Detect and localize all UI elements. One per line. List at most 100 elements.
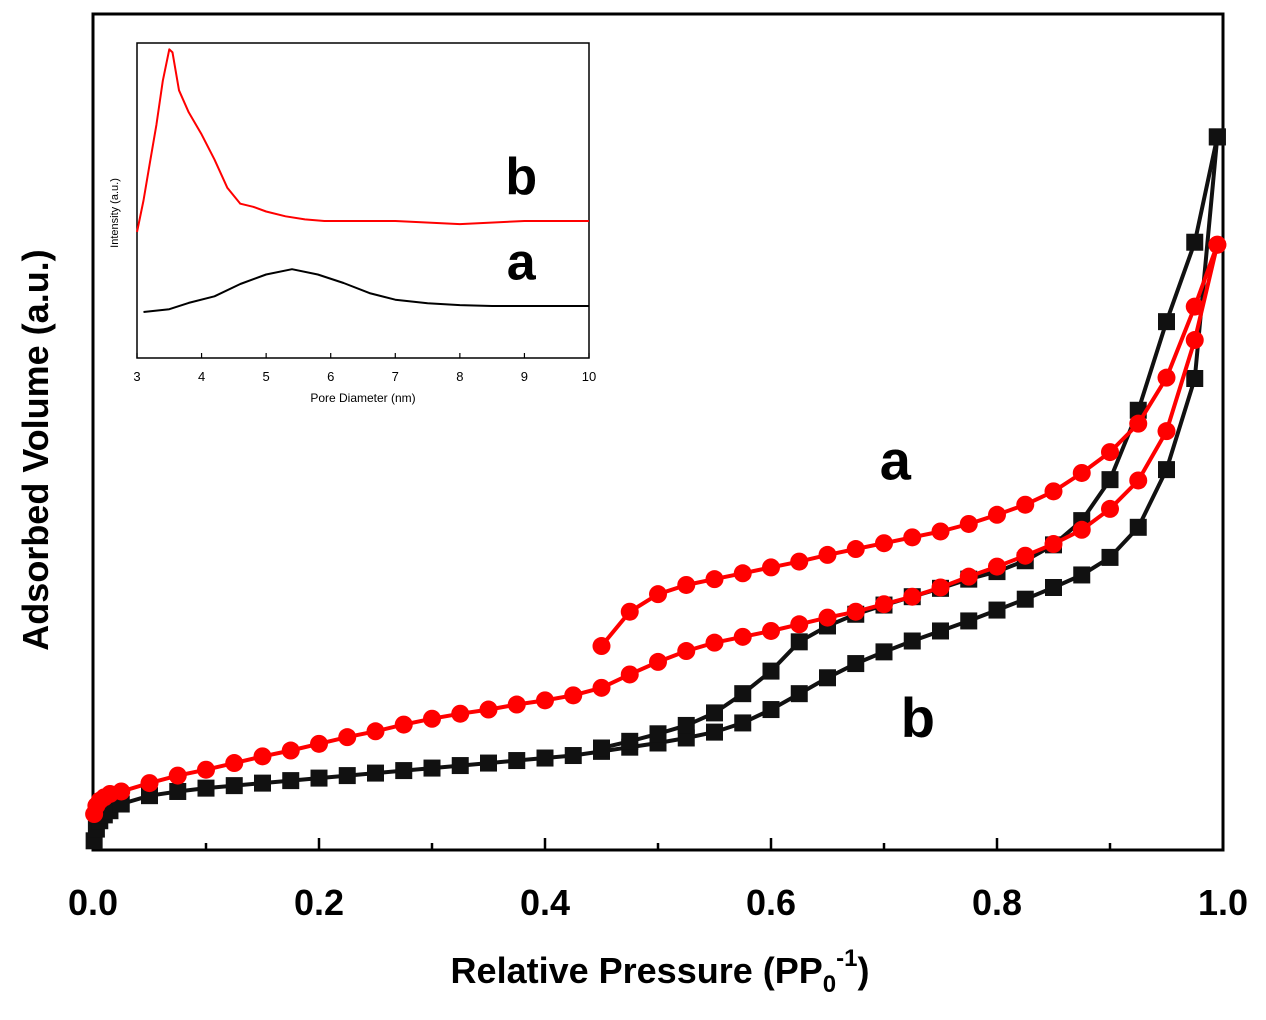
series-a-point bbox=[846, 602, 865, 621]
series-b-point bbox=[169, 782, 187, 800]
series-a-point bbox=[1016, 495, 1035, 514]
series-b-point bbox=[706, 704, 723, 722]
series-a-point bbox=[762, 621, 780, 640]
series-a-point bbox=[762, 558, 780, 577]
inset-series-a-line bbox=[143, 268, 589, 313]
series-b-point bbox=[875, 643, 893, 661]
series-a-point bbox=[790, 615, 809, 634]
series-a-point bbox=[366, 722, 385, 741]
series-a-point bbox=[140, 774, 159, 793]
series-b-point bbox=[197, 779, 215, 797]
inset-pore-size-chart: 3 4 5 6 7 8 9 10 Pore Diameter (nm) Intensity (a.… bbox=[109, 39, 596, 405]
x-tick-label: 0.2 bbox=[294, 882, 344, 923]
series-a-point bbox=[536, 691, 554, 710]
series-b-point bbox=[451, 757, 469, 775]
series-b-point bbox=[1016, 590, 1034, 608]
series-b-point bbox=[1186, 233, 1204, 251]
series-b-point bbox=[988, 601, 1006, 619]
series-b-point bbox=[819, 669, 836, 687]
series-b-point bbox=[282, 772, 300, 790]
series-b-point bbox=[790, 633, 808, 651]
x-tick-label: 0.4 bbox=[520, 882, 570, 923]
x-axis-label-close: ) bbox=[857, 950, 869, 991]
series-a-point bbox=[959, 567, 978, 586]
inset-x-tick-label: 6 bbox=[327, 369, 334, 384]
series-a-point bbox=[1044, 482, 1063, 501]
series-a-point bbox=[1101, 443, 1119, 462]
series-b-point bbox=[762, 662, 780, 680]
series-a-point bbox=[1129, 471, 1148, 490]
series-a-point bbox=[733, 627, 752, 646]
series-a-point bbox=[394, 715, 413, 734]
series-a-point bbox=[451, 704, 470, 723]
series-b-point bbox=[1045, 578, 1062, 596]
series-a-point bbox=[225, 754, 244, 773]
series-a-point bbox=[903, 587, 922, 606]
inset-x-tick-label: 5 bbox=[263, 369, 270, 384]
series-a-point bbox=[846, 540, 865, 559]
inset-background bbox=[133, 39, 593, 362]
series-b-point bbox=[1158, 461, 1175, 479]
series-a-group bbox=[85, 235, 1227, 824]
series-a-point bbox=[790, 552, 809, 571]
inset-x-tick-label: 10 bbox=[582, 369, 596, 384]
series-a-point bbox=[592, 637, 611, 656]
series-b-point bbox=[621, 732, 639, 750]
series-a-point bbox=[649, 585, 667, 604]
series-a-point bbox=[988, 557, 1006, 576]
y-axis-label: Adsorbed Volume (a.u.) bbox=[15, 249, 56, 650]
inset-y-axis-label: Intensity (a.u.) bbox=[109, 178, 121, 248]
series-b-point bbox=[564, 747, 582, 765]
series-b-point bbox=[480, 754, 497, 772]
series-a-point bbox=[592, 678, 611, 697]
series-b-point bbox=[141, 787, 158, 805]
series-b-point bbox=[536, 749, 554, 767]
series-a-point bbox=[1157, 368, 1176, 387]
series-a-point bbox=[1129, 414, 1148, 433]
x-axis-label-main: Relative Pressure (PP bbox=[451, 950, 823, 991]
series-b-point bbox=[847, 655, 865, 673]
x-axis-label: Relative Pressure (PP0-1) bbox=[451, 945, 870, 998]
series-a-point bbox=[1101, 499, 1119, 518]
series-a-point bbox=[677, 642, 696, 661]
inset-x-tick-label: 4 bbox=[198, 369, 205, 384]
series-a-point bbox=[705, 633, 724, 652]
series-a-point bbox=[818, 608, 837, 627]
series-a-point bbox=[988, 505, 1006, 524]
series-a-point bbox=[564, 686, 583, 705]
series-a-point bbox=[1157, 422, 1176, 441]
series-a-point bbox=[310, 734, 328, 753]
inset-x-tick-label: 3 bbox=[133, 369, 140, 384]
series-a-point bbox=[733, 564, 752, 583]
series-a-point bbox=[875, 534, 893, 553]
inset-x-axis-label: Pore Diameter (nm) bbox=[310, 391, 415, 405]
series-b-point bbox=[338, 767, 356, 785]
series-a-point bbox=[423, 709, 441, 728]
x-tick-label: 0.0 bbox=[68, 882, 118, 923]
series-a-point bbox=[253, 747, 272, 766]
inset-plot-frame bbox=[136, 42, 590, 359]
inset-series-b-line bbox=[136, 48, 589, 233]
series-a-point bbox=[507, 695, 526, 714]
series-b-point bbox=[367, 764, 384, 782]
inset-curve-label-a: a bbox=[507, 233, 537, 291]
series-b-point bbox=[310, 769, 328, 787]
series-a-point bbox=[1185, 331, 1204, 350]
series-a-point bbox=[112, 782, 131, 801]
series-a-point bbox=[479, 700, 498, 719]
series-a-point bbox=[168, 766, 187, 785]
series-a-point bbox=[620, 665, 639, 684]
series-a-point bbox=[931, 578, 950, 597]
series-a-point bbox=[931, 522, 950, 541]
curve-label-b: b bbox=[901, 686, 935, 749]
inset-x-tick-label: 8 bbox=[456, 369, 463, 384]
x-tick-label: 0.6 bbox=[746, 882, 796, 923]
series-a-point bbox=[677, 575, 696, 594]
series-b-point bbox=[1101, 471, 1119, 489]
x-axis-label-sub: 0 bbox=[823, 971, 836, 998]
series-a-point bbox=[959, 514, 978, 533]
series-a-point bbox=[705, 570, 724, 589]
series-a-point bbox=[1072, 463, 1091, 482]
series-b-point bbox=[706, 723, 723, 741]
